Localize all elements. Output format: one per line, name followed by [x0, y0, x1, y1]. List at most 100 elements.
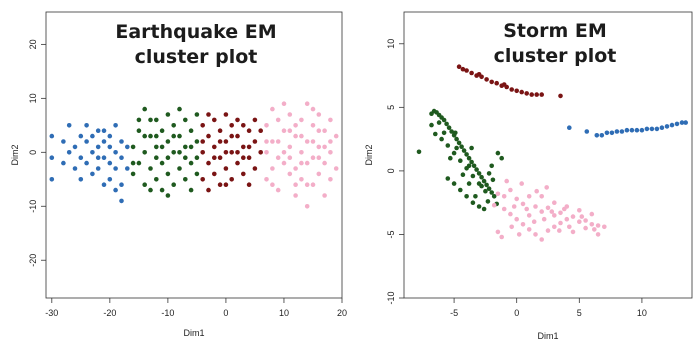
- storm-point: [567, 224, 572, 230]
- storm-point: [464, 152, 469, 157]
- earthquake-point: [130, 144, 136, 150]
- storm-point: [499, 155, 505, 161]
- earthquake-point: [270, 106, 275, 112]
- storm-point: [451, 150, 457, 156]
- earthquake-point: [270, 139, 275, 144]
- storm-point: [577, 208, 582, 213]
- earthquake-point: [275, 117, 281, 123]
- storm-point: [526, 213, 532, 218]
- earthquake-point: [223, 182, 229, 187]
- storm-point: [589, 222, 595, 227]
- earthquake-point: [177, 150, 182, 155]
- earthquake-point: [101, 155, 107, 160]
- storm-point: [604, 130, 610, 136]
- earthquake-point: [194, 112, 200, 117]
- storm-point: [464, 194, 469, 199]
- earthquake-point: [78, 155, 84, 160]
- storm-point: [456, 140, 462, 146]
- storm-x-axis-title: Dim1: [537, 331, 558, 341]
- storm-point: [464, 68, 469, 73]
- earthquake-point: [66, 123, 72, 128]
- earthquake-point: [333, 133, 339, 139]
- earthquake-point: [188, 160, 194, 166]
- storm-x-tick-label: 10: [637, 308, 647, 318]
- earthquake-point: [148, 133, 153, 139]
- earthquake-point: [212, 117, 217, 123]
- earthquake-point: [223, 139, 229, 144]
- earthquake-point: [136, 128, 142, 133]
- earthquake-point: [264, 177, 269, 182]
- earthquake-point: [264, 123, 269, 128]
- earthquake-point: [206, 160, 211, 166]
- earthquake-point: [113, 166, 118, 171]
- earthquake-cluster-1: [49, 123, 130, 204]
- earthquake-point: [293, 182, 298, 187]
- storm-point: [491, 194, 497, 199]
- earthquake-point: [200, 177, 205, 182]
- earthquake-point: [136, 117, 142, 123]
- earthquake-point: [142, 106, 147, 112]
- earthquake-point: [159, 187, 165, 193]
- storm-point: [494, 80, 500, 86]
- earthquake-point: [165, 112, 171, 117]
- earthquake-point: [304, 160, 310, 166]
- storm-point: [441, 130, 447, 136]
- storm-point: [619, 129, 625, 134]
- earthquake-chart-title-line-2: cluster plot: [135, 46, 258, 68]
- storm-point: [659, 125, 665, 130]
- storm-point: [514, 196, 519, 202]
- earthquake-y-tick-label: 10: [28, 93, 38, 103]
- earthquake-point: [304, 182, 310, 187]
- earthquake-plot-frame: [45, 11, 343, 299]
- storm-point: [479, 183, 484, 189]
- earthquake-point: [119, 198, 124, 204]
- earthquake-point: [322, 144, 327, 150]
- earthquake-point: [165, 193, 171, 198]
- earthquake-point: [130, 160, 136, 166]
- storm-point: [485, 199, 491, 204]
- earthquake-point: [275, 139, 281, 144]
- earthquake-point: [61, 139, 66, 144]
- storm-point: [579, 214, 585, 219]
- storm-point: [589, 211, 595, 217]
- earthquake-point: [113, 187, 118, 193]
- earthquake-point: [159, 144, 165, 150]
- earthquake-point: [84, 139, 89, 144]
- storm-point: [524, 206, 529, 212]
- earthquake-point: [119, 139, 124, 144]
- storm-point: [466, 181, 472, 186]
- earthquake-point: [165, 171, 171, 177]
- storm-point: [451, 181, 457, 186]
- storm-chart-title-line-2: cluster plot: [494, 45, 617, 67]
- earthquake-point: [194, 171, 200, 177]
- earthquake-point: [183, 144, 188, 150]
- earthquake-point: [229, 133, 234, 139]
- storm-point: [469, 159, 474, 165]
- storm-point: [549, 209, 555, 214]
- storm-y-tick-label: 5: [386, 105, 396, 110]
- earthquake-x-tick-label: -30: [45, 308, 58, 318]
- earthquake-point: [293, 123, 298, 128]
- storm-point: [558, 93, 563, 99]
- earthquake-point: [130, 171, 136, 177]
- earthquake-point: [287, 171, 293, 177]
- earthquake-point: [264, 150, 269, 155]
- storm-point: [514, 216, 519, 222]
- storm-point: [441, 117, 447, 123]
- storm-point: [644, 126, 650, 132]
- earthquake-point: [177, 133, 182, 139]
- storm-point: [614, 129, 620, 134]
- storm-point: [471, 163, 477, 169]
- earthquake-point: [95, 128, 101, 133]
- storm-point: [526, 194, 532, 199]
- storm-point: [509, 224, 514, 230]
- storm-point: [577, 219, 582, 224]
- storm-point: [664, 124, 670, 129]
- storm-point: [534, 188, 539, 194]
- storm-point: [584, 129, 590, 134]
- storm-point: [481, 206, 487, 212]
- storm-y-tick-label: -5: [386, 230, 396, 238]
- storm-point: [470, 173, 476, 179]
- storm-point: [570, 214, 576, 219]
- storm-point: [519, 181, 524, 186]
